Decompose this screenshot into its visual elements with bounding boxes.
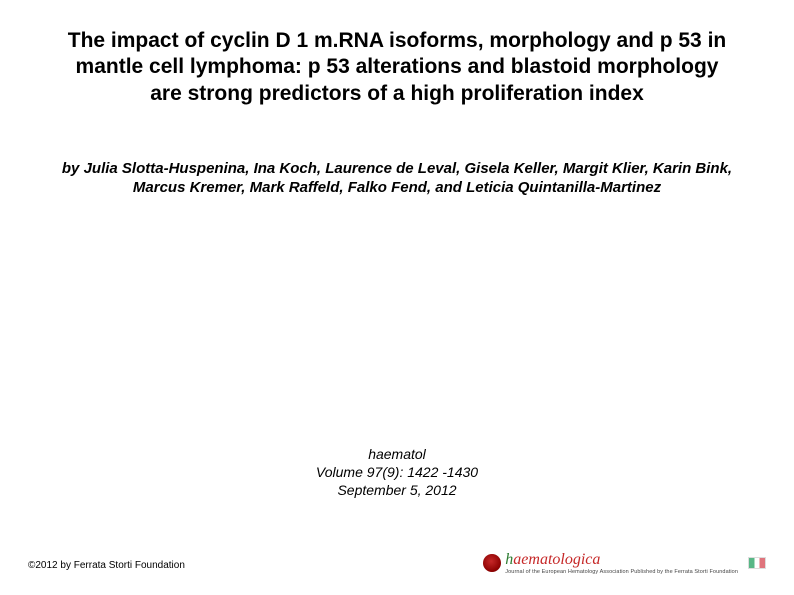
article-authors: by Julia Slotta-Huspenina, Ina Koch, Lau… <box>60 160 734 198</box>
journal-name: haematol <box>60 445 734 463</box>
logo-text-block: haematologica Journal of the European He… <box>505 551 738 576</box>
logo-wordmark: haematologica <box>505 551 738 569</box>
copyright-text: ©2012 by Ferrata Storti Foundation <box>28 560 185 571</box>
flag-icon <box>748 557 766 569</box>
article-title: The impact of cyclin D 1 m.RNA isoforms,… <box>60 28 734 107</box>
slide-page: The impact of cyclin D 1 m.RNA isoforms,… <box>0 0 794 595</box>
volume-line: Volume 97(9): 1422 -1430 <box>60 463 734 481</box>
blood-drop-icon <box>483 554 501 572</box>
date-line: September 5, 2012 <box>60 481 734 499</box>
logo-rest: aematologica <box>513 551 600 568</box>
citation-block: haematol Volume 97(9): 1422 -1430 Septem… <box>60 445 734 500</box>
journal-logo: haematologica Journal of the European He… <box>483 551 766 576</box>
logo-subtext: Journal of the European Hematology Assoc… <box>505 570 738 576</box>
